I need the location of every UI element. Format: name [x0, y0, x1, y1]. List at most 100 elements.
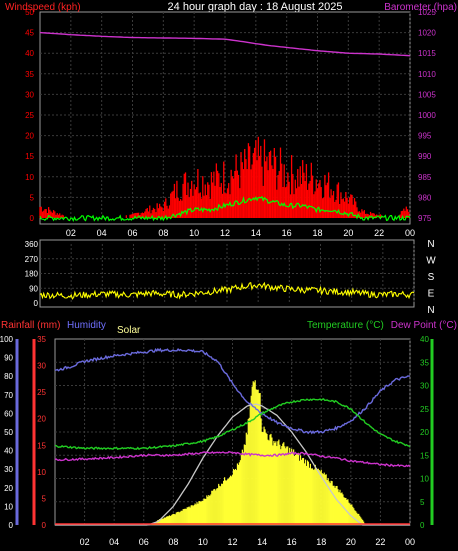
- time-tick-label: 04: [97, 228, 107, 238]
- windspeed-axis-label: Windspeed (kph): [5, 2, 81, 13]
- axis-tick-label: 0: [30, 214, 35, 223]
- time-tick-label: 10: [189, 228, 199, 238]
- solar-area: [151, 380, 366, 525]
- time-tick-label: 18: [316, 537, 326, 547]
- humidity-line: [54, 347, 410, 435]
- time-tick-label: 16: [287, 537, 297, 547]
- axis-tick-label: 1015: [418, 49, 436, 58]
- axis-tick-label: 975: [418, 214, 432, 223]
- time-tick-label: 08: [168, 537, 178, 547]
- axis-tick-label: 180: [25, 270, 39, 279]
- direction-panel-lines: [39, 281, 415, 300]
- wind-barometer-panel: 02 04 06 08 10 12 14 16 18 20 22 00 051015202530354…: [5, 2, 457, 238]
- time-tick-label: 14: [251, 228, 261, 238]
- rain-humidity-temp-panel: 02 04 06 08 10 12 14 16 18 20 22 00 010203040506070…: [0, 320, 457, 547]
- axis-tick-label: 980: [418, 193, 432, 202]
- axis-tick-label: 995: [418, 132, 432, 141]
- axis-tick-label: 60: [4, 409, 13, 418]
- compass-label: N: [427, 305, 434, 316]
- rainfall-label: Rainfall (mm): [1, 320, 60, 331]
- wind-panel-ticks: 0510152025303540455097598098599099510001…: [25, 8, 436, 223]
- compass-label: E: [428, 289, 435, 300]
- axis-tick-label: 100: [0, 335, 14, 344]
- axis-tick-label: 5: [42, 494, 47, 503]
- compass-label: W: [426, 256, 436, 267]
- axis-tick-label: 990: [418, 152, 432, 161]
- wind-panel-lines: [39, 31, 411, 222]
- temp-panel-lines: [54, 347, 411, 526]
- axis-tick-label: 1020: [418, 29, 436, 38]
- axis-tick-label: 40: [4, 447, 13, 456]
- axis-tick-label: 10: [37, 468, 46, 477]
- time-tick-label: 18: [312, 228, 322, 238]
- axis-tick-label: 30: [420, 382, 429, 391]
- time-tick-label: 12: [220, 228, 230, 238]
- time-tick-label: 22: [374, 228, 384, 238]
- temperature-label: Temperature (°C): [307, 320, 384, 331]
- axis-tick-label: 1025: [418, 8, 436, 17]
- axis-tick-label: 30: [37, 362, 46, 371]
- dewpoint-label: Dew Point (°C): [391, 320, 457, 331]
- time-tick-label: 20: [343, 228, 353, 238]
- avg-wind-line: [39, 195, 411, 222]
- axis-tick-label: 15: [420, 451, 429, 460]
- axis-tick-label: 20: [4, 484, 13, 493]
- time-tick-label: 02: [66, 228, 76, 238]
- solar-max-line: [55, 403, 410, 526]
- time-tick-label: 04: [109, 537, 119, 547]
- axis-tick-label: 40: [420, 335, 429, 344]
- axis-tick-label: 20: [420, 428, 429, 437]
- axis-tick-label: 10: [25, 173, 34, 182]
- time-tick-label: 06: [139, 537, 149, 547]
- solar-label: Solar: [117, 325, 141, 336]
- axis-tick-label: 90: [4, 354, 13, 363]
- axis-tick-label: 50: [4, 428, 13, 437]
- temp-panel-ticks: 0 10 20 30 40 50 60 70 80 90 100 0 5 10 15 20 25 30 35 0 5 10…: [0, 335, 429, 530]
- axis-tick-label: 1005: [418, 90, 436, 99]
- axis-tick-label: 50: [25, 8, 34, 17]
- time-tick-label: 22: [375, 537, 385, 547]
- compass-label: N: [427, 239, 434, 250]
- axis-tick-label: 0: [420, 521, 425, 530]
- axis-tick-label: 30: [4, 465, 13, 474]
- axis-tick-label: 5: [420, 498, 425, 507]
- axis-tick-label: 20: [25, 132, 34, 141]
- axis-tick-label: 5: [30, 193, 35, 202]
- axis-tick-label: 25: [25, 111, 34, 120]
- axis-tick-label: 35: [25, 70, 34, 79]
- dewpoint-line: [54, 450, 411, 468]
- axis-tick-label: 25: [420, 405, 429, 414]
- axis-tick-label: 0: [34, 299, 39, 308]
- axis-tick-label: 30: [25, 90, 34, 99]
- axis-tick-label: 45: [25, 29, 34, 38]
- axis-tick-label: 270: [25, 255, 39, 264]
- axis-tick-label: 15: [25, 152, 34, 161]
- time-tick-label: 14: [257, 537, 267, 547]
- time-tick-label: 10: [198, 537, 208, 547]
- axis-tick-label: 0: [9, 521, 14, 530]
- axis-tick-label: 35: [37, 335, 46, 344]
- wind-panel-grid: 02 04 06 08 10 12 14 16 18 20 22 00: [40, 12, 415, 238]
- axis-tick-label: 985: [418, 173, 432, 182]
- time-tick-label: 02: [80, 537, 90, 547]
- time-tick-label: 12: [227, 537, 237, 547]
- axis-tick-label: 35: [420, 358, 429, 367]
- axis-tick-label: 70: [4, 391, 13, 400]
- time-tick-label: 16: [282, 228, 292, 238]
- axis-tick-label: 1000: [418, 111, 436, 120]
- humidity-label: Humidity: [67, 320, 106, 331]
- time-tick-label: 06: [127, 228, 137, 238]
- barometer-line: [39, 31, 411, 57]
- axis-tick-label: 15: [37, 441, 46, 450]
- axis-tick-label: 360: [25, 240, 39, 249]
- barometer-axis-label: Barometer (hpa): [384, 2, 457, 13]
- axis-tick-label: 25: [37, 388, 46, 397]
- wind-bars: [39, 136, 410, 218]
- axis-tick-label: 20: [37, 415, 46, 424]
- axis-tick-label: 90: [29, 284, 38, 293]
- axis-tick-label: 80: [4, 372, 13, 381]
- axis-tick-label: 40: [25, 49, 34, 58]
- wind-direction-line: [39, 281, 415, 300]
